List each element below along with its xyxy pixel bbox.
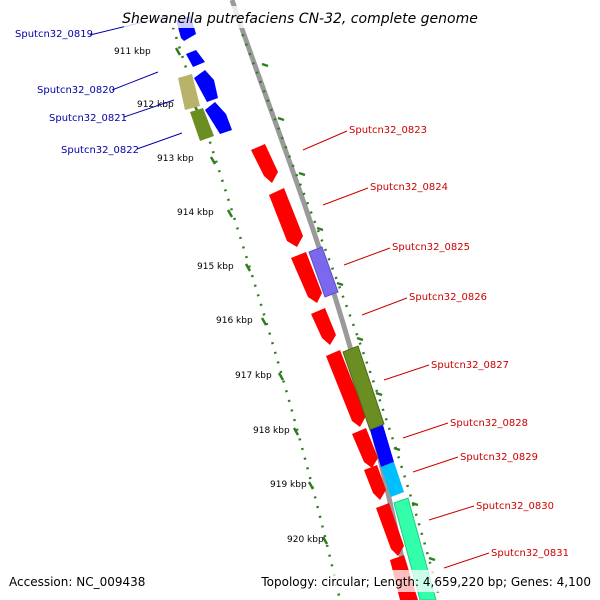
kbp-label-914: 914 kbp — [177, 208, 214, 218]
kbp-label-918: 918 kbp — [253, 426, 290, 436]
topology-text: Topology: circular; Length: 4,659,220 bp… — [260, 575, 591, 589]
kbp-label-911: 911 kbp — [114, 47, 151, 57]
cds-feature-0820-a[interactable] — [186, 50, 205, 67]
cds-feature-0830[interactable] — [376, 503, 404, 556]
gene-label-0828[interactable]: Sputcn32_0828 — [450, 418, 528, 429]
gene-label-0827[interactable]: Sputcn32_0827 — [431, 360, 509, 371]
misc-feature-0829[interactable] — [381, 462, 404, 497]
misc-feature-0827[interactable] — [342, 345, 385, 431]
cds-feature-0823[interactable] — [251, 144, 278, 183]
gene-label-0826[interactable]: Sputcn32_0826 — [409, 292, 487, 303]
forward-gene-labels: Sputcn32_0823 Sputcn32_0824 Sputcn32_082… — [302, 125, 569, 569]
leader-line-0831 — [443, 552, 490, 569]
leader-line-0824 — [322, 187, 369, 206]
leader-line-0820 — [111, 71, 159, 91]
leader-line-0821 — [123, 99, 175, 118]
reverse-strand-features — [176, 16, 232, 141]
accession-text: Accession: NC_009438 — [9, 575, 145, 589]
leader-line-0829 — [412, 456, 459, 473]
reverse-gene-labels: Sputcn32_0819 Sputcn32_0820 Sputcn32_082… — [15, 15, 183, 156]
leader-line-0830 — [428, 505, 475, 521]
tick-ring-outer — [237, 24, 442, 600]
kbp-label-917: 917 kbp — [235, 371, 272, 381]
footer-background — [0, 570, 600, 592]
cds-feature-0828[interactable] — [352, 428, 378, 468]
kbp-labels: 911 kbp 912 kbp 913 kbp 914 kbp 915 kbp … — [114, 47, 324, 545]
misc-feature-0822[interactable] — [190, 108, 214, 141]
kbp-label-920: 920 kbp — [287, 535, 324, 545]
cds-feature-0829[interactable] — [364, 465, 386, 500]
kbp-label-916: 916 kbp — [216, 316, 253, 326]
cds-feature-0826[interactable] — [311, 308, 336, 345]
misc-feature-0825[interactable] — [308, 246, 339, 298]
gene-label-0829[interactable]: Sputcn32_0829 — [460, 452, 538, 463]
leader-line-0826 — [361, 297, 408, 316]
leader-line-0828 — [402, 422, 449, 439]
cds-feature-0825[interactable] — [291, 252, 322, 303]
outer-major-ticks — [261, 62, 436, 562]
gene-label-0821[interactable]: Sputcn32_0821 — [49, 113, 127, 124]
leader-line-0825 — [343, 247, 391, 266]
cds-feature-0821[interactable] — [205, 102, 232, 134]
leader-line-0823 — [302, 130, 348, 151]
cds-feature-0824[interactable] — [269, 188, 303, 247]
leader-line-0822 — [136, 132, 183, 150]
gene-label-0819[interactable]: Sputcn32_0819 — [15, 29, 93, 40]
kbp-label-913: 913 kbp — [157, 154, 194, 164]
kbp-label-915: 915 kbp — [197, 262, 234, 272]
gene-label-0824[interactable]: Sputcn32_0824 — [370, 182, 448, 193]
gene-label-0831[interactable]: Sputcn32_0831 — [491, 548, 569, 559]
map-title: Shewanella putrefaciens CN-32, complete … — [122, 11, 478, 27]
cds-feature-0827[interactable] — [326, 350, 366, 427]
cds-feature-0820-b[interactable] — [194, 70, 218, 102]
leader-line-0827 — [383, 364, 430, 381]
gene-label-0820[interactable]: Sputcn32_0820 — [37, 85, 115, 96]
gene-label-0825[interactable]: Sputcn32_0825 — [392, 242, 470, 253]
kbp-label-919: 919 kbp — [270, 480, 307, 490]
gene-label-0822[interactable]: Sputcn32_0822 — [61, 145, 139, 156]
gene-label-0823[interactable]: Sputcn32_0823 — [349, 125, 427, 136]
misc-feature-0820[interactable] — [178, 74, 200, 110]
misc-feature-0828[interactable] — [370, 425, 394, 467]
kbp-label-912: 912 kbp — [137, 100, 174, 110]
gene-label-0830[interactable]: Sputcn32_0830 — [476, 501, 554, 512]
title-background — [124, 6, 476, 28]
forward-strand-features — [251, 144, 418, 600]
